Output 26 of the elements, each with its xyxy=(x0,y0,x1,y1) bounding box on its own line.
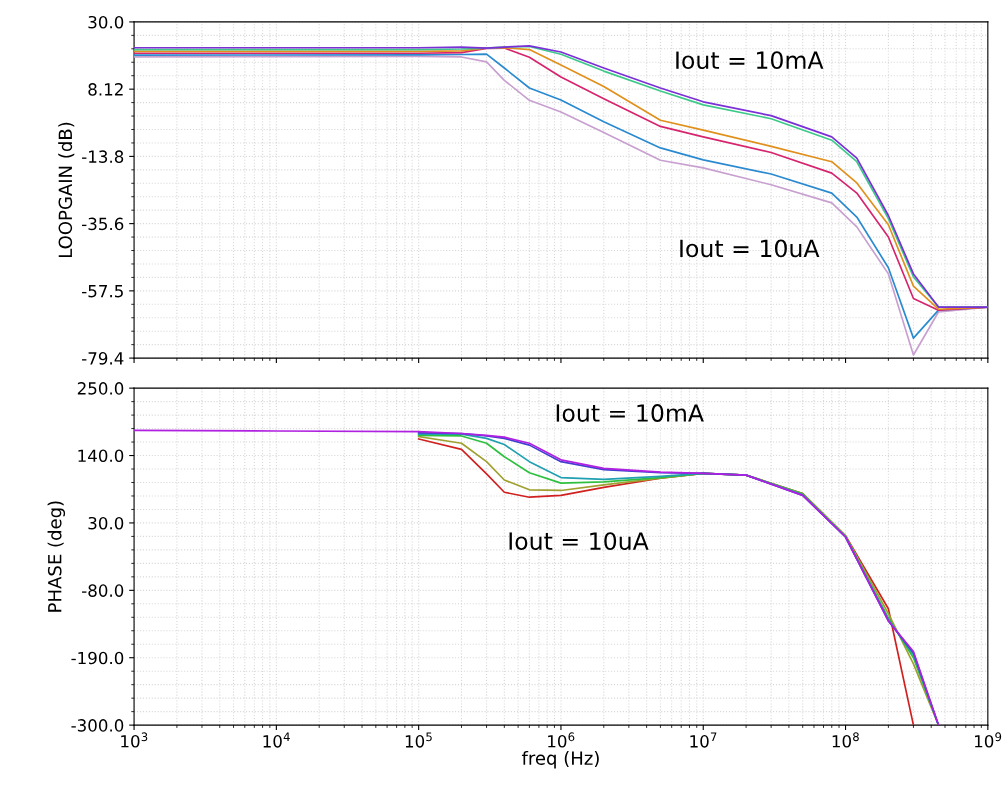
y-axis-title: LOOPGAIN (dB) xyxy=(58,122,75,258)
annotation: Iout = 10mA xyxy=(556,404,704,422)
y-tick-label: 140.0 xyxy=(78,449,124,463)
y-tick-label: 8.12 xyxy=(88,83,123,96)
y-tick-label: -35.6 xyxy=(82,217,124,231)
y-tick-label: -13.8 xyxy=(82,150,124,163)
y-tick-label: 30.0 xyxy=(88,15,124,29)
y-tick-label: 30.0 xyxy=(88,516,124,530)
x-tick-label: 10$^{6}$ xyxy=(548,732,575,748)
annotation: Iout = 10uA xyxy=(680,239,820,258)
x-tick-label: 10$^{3}$ xyxy=(121,732,148,748)
x-tick-label: 10$^{9}$ xyxy=(975,732,1002,748)
y-axis-title: PHASE (deg) xyxy=(47,501,66,612)
annotation: Iout = 10uA xyxy=(509,532,649,550)
y-tick-label: 250.0 xyxy=(77,382,124,395)
y-tick-label: -300.0 xyxy=(71,719,124,732)
annotation: Iout = 10mA xyxy=(676,51,824,70)
x-tick-label: 10$^{8}$ xyxy=(832,732,859,748)
x-tick-label: 10$^{5}$ xyxy=(405,732,432,748)
y-tick-label: -79.4 xyxy=(82,352,124,365)
y-tick-label: -57.5 xyxy=(82,285,123,298)
x-tick-label: 10$^{4}$ xyxy=(263,732,290,748)
y-tick-label: -80.0 xyxy=(82,584,124,597)
x-axis-title: freq (Hz) xyxy=(521,750,599,769)
y-tick-label: -190.0 xyxy=(71,651,124,665)
x-tick-label: 10$^{7}$ xyxy=(690,732,717,748)
